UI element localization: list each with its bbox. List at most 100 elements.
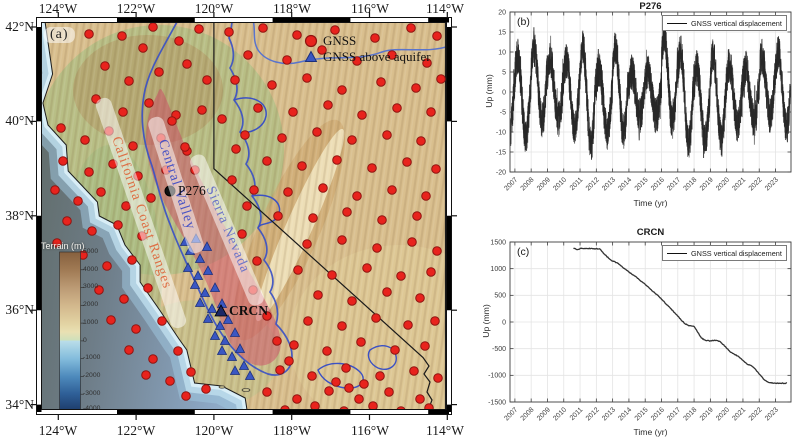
colorbar-tick: -1000: [83, 354, 101, 361]
gnss-station-marker: [396, 271, 406, 281]
gnss-station-marker: [384, 387, 394, 397]
gnss-station-marker: [117, 31, 127, 41]
colorbar-tick: -2000: [83, 372, 101, 379]
gnss-station-marker: [375, 371, 385, 381]
gnss-station-marker: [337, 235, 347, 245]
gnss-station-marker: [302, 239, 312, 249]
x-tick-label: 2013: [601, 406, 617, 422]
gnss-station-marker: [303, 316, 313, 326]
gnss-station-marker: [317, 45, 327, 55]
gnss-station-marker: [357, 110, 367, 120]
x-tick-label: 2023: [764, 176, 780, 192]
y-tick-label: -500: [492, 346, 506, 353]
gnss-station-marker: [154, 67, 164, 77]
gnss-station-marker: [102, 261, 112, 271]
x-tick-label: 2015: [634, 406, 650, 422]
chart-b-legend: GNSS vertical displacement: [662, 15, 787, 31]
x-tick-label: 2019: [699, 406, 715, 422]
aquifer-station-marker: [216, 345, 228, 355]
panel-b-label: (b): [517, 16, 530, 28]
gnss-station-marker: [217, 114, 227, 124]
y-tick-label: 1000: [490, 266, 506, 273]
chart-c-legend-label: GNSS vertical displacement: [691, 248, 782, 258]
gnss-station-marker: [356, 337, 366, 347]
gnss-station-marker: [289, 340, 299, 350]
gnss-station-marker: [262, 156, 272, 166]
gnss-station-marker: [313, 290, 323, 300]
gnss-station-marker: [148, 22, 158, 32]
gnss-station-marker: [113, 220, 123, 230]
gnss-station-marker: [362, 263, 372, 273]
gnss-station-marker: [436, 74, 446, 84]
aquifer-station-marker: [222, 314, 234, 324]
gnss-station-marker: [201, 384, 211, 394]
gnss-station-marker: [318, 183, 328, 193]
gnss-station-marker: [387, 50, 397, 60]
chart-b-legend-label: GNSS vertical displacement: [691, 18, 782, 28]
lat-tick: 40°N: [5, 113, 34, 128]
legend-gnss-marker: [304, 34, 318, 48]
gnss-station-marker: [119, 294, 129, 304]
gnss-station-marker: [431, 164, 441, 174]
gnss-station-marker: [84, 167, 94, 177]
colorbar-tick: 3000: [83, 283, 99, 290]
gnss-station-marker: [302, 73, 312, 83]
tahoe-basin-boundary: [233, 97, 267, 134]
chart-c-ylabel: Up (mm): [481, 304, 491, 338]
x-tick-label: 2013: [601, 176, 617, 192]
lat-tick: 42°N: [5, 19, 34, 34]
station-label-crcn: CRCN: [229, 303, 268, 318]
chart-c-title: CRCN: [636, 227, 665, 238]
gnss-station-marker: [426, 107, 436, 117]
x-tick-label: 2017: [666, 406, 682, 422]
aquifer-station-marker: [206, 303, 218, 313]
gnss-station-marker: [252, 256, 262, 266]
station-label-p276: P276: [178, 183, 206, 198]
gnss-station-marker: [275, 365, 285, 375]
humboldt-river: [252, 20, 449, 65]
map-legend-aquifer-label: GNSS above aquifer: [323, 49, 431, 64]
gnss-station-marker: [421, 191, 431, 201]
gnss-station-marker: [249, 185, 259, 195]
gnss-station-marker: [426, 267, 436, 277]
gnss-station-marker: [138, 43, 148, 53]
legend-line-sample: [667, 252, 687, 254]
colorbar-tick: -4000: [83, 405, 101, 412]
gnss-station-marker: [240, 130, 250, 140]
y-tick-label: 0: [502, 319, 506, 326]
gnss-station-marker: [420, 341, 430, 351]
x-tick-label: 2008: [520, 406, 536, 422]
aquifer-station-marker: [214, 320, 226, 330]
gnss-station-marker: [127, 255, 137, 265]
aquifer-station-marker: [189, 279, 201, 289]
colorbar-tick: 5000: [83, 248, 99, 255]
gnss-station-marker: [242, 201, 252, 211]
aquifer-station-marker: [202, 313, 214, 323]
series-group: [510, 19, 791, 160]
y-tick-label: -10: [496, 129, 506, 136]
aquifer-station-marker: [226, 351, 238, 361]
gnss-station-marker: [273, 211, 283, 221]
gnss-station-marker: [277, 133, 287, 143]
aquifer-station-marker: [202, 265, 214, 275]
gnss-station-marker: [406, 23, 416, 33]
x-tick-label: 2014: [617, 176, 633, 192]
map-canvas: [39, 20, 449, 412]
gnss-station-marker: [141, 370, 151, 380]
gnss-station-marker: [84, 29, 94, 39]
colorbar-tick: 4000: [83, 266, 99, 273]
gnss-station-marker: [376, 77, 386, 87]
x-tick-label: 2016: [650, 176, 666, 192]
chart-b-ylabel: Up (mm): [484, 74, 494, 108]
gnss-station-marker: [411, 83, 421, 93]
gnss-station-marker: [416, 136, 426, 146]
aquifer-station-marker: [182, 262, 194, 272]
gnss-station-marker: [382, 130, 392, 140]
gnss-station-marker: [352, 191, 362, 201]
gnss-station-marker: [402, 157, 412, 167]
x-tick-label: 2021: [731, 176, 747, 192]
gnss-station-marker: [347, 135, 357, 145]
gnss-station-marker: [202, 75, 212, 85]
gnss-station-marker: [157, 316, 167, 326]
